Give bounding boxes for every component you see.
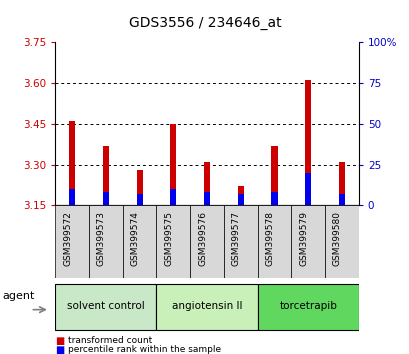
- FancyBboxPatch shape: [156, 284, 257, 330]
- FancyBboxPatch shape: [257, 205, 291, 278]
- Bar: [204, 192, 209, 205]
- Bar: [170, 189, 176, 205]
- FancyBboxPatch shape: [223, 205, 257, 278]
- Text: angiotensin II: angiotensin II: [171, 301, 242, 311]
- Text: GSM399573: GSM399573: [97, 211, 106, 266]
- Text: ■: ■: [55, 345, 65, 354]
- Bar: [69, 121, 75, 205]
- Bar: [204, 162, 209, 205]
- Text: GSM399576: GSM399576: [198, 211, 207, 266]
- Bar: [338, 162, 344, 205]
- FancyBboxPatch shape: [122, 205, 156, 278]
- Bar: [170, 124, 176, 205]
- Text: agent: agent: [3, 291, 35, 301]
- FancyBboxPatch shape: [55, 284, 156, 330]
- Bar: [69, 189, 75, 205]
- FancyBboxPatch shape: [190, 205, 223, 278]
- Bar: [136, 194, 142, 205]
- Bar: [103, 192, 109, 205]
- Bar: [237, 186, 243, 205]
- Bar: [304, 80, 310, 205]
- Bar: [103, 145, 109, 205]
- Text: percentile rank within the sample: percentile rank within the sample: [67, 345, 220, 354]
- Bar: [338, 194, 344, 205]
- Text: solvent control: solvent control: [67, 301, 144, 311]
- Bar: [271, 145, 277, 205]
- Bar: [304, 173, 310, 205]
- Text: torcetrapib: torcetrapib: [279, 301, 336, 311]
- Bar: [136, 170, 142, 205]
- Text: GSM399572: GSM399572: [63, 211, 72, 266]
- Text: GDS3556 / 234646_at: GDS3556 / 234646_at: [128, 16, 281, 30]
- FancyBboxPatch shape: [257, 284, 358, 330]
- Text: GSM399578: GSM399578: [265, 211, 274, 266]
- Text: GSM399575: GSM399575: [164, 211, 173, 266]
- Text: ■: ■: [55, 336, 65, 346]
- FancyBboxPatch shape: [156, 205, 190, 278]
- Bar: [237, 194, 243, 205]
- Text: GSM399580: GSM399580: [332, 211, 341, 266]
- FancyBboxPatch shape: [291, 205, 324, 278]
- FancyBboxPatch shape: [324, 205, 358, 278]
- FancyBboxPatch shape: [89, 205, 122, 278]
- Text: transformed count: transformed count: [67, 336, 151, 345]
- Bar: [271, 192, 277, 205]
- Text: GSM399574: GSM399574: [130, 211, 139, 266]
- FancyBboxPatch shape: [55, 205, 89, 278]
- Text: GSM399577: GSM399577: [231, 211, 240, 266]
- Text: GSM399579: GSM399579: [299, 211, 308, 266]
